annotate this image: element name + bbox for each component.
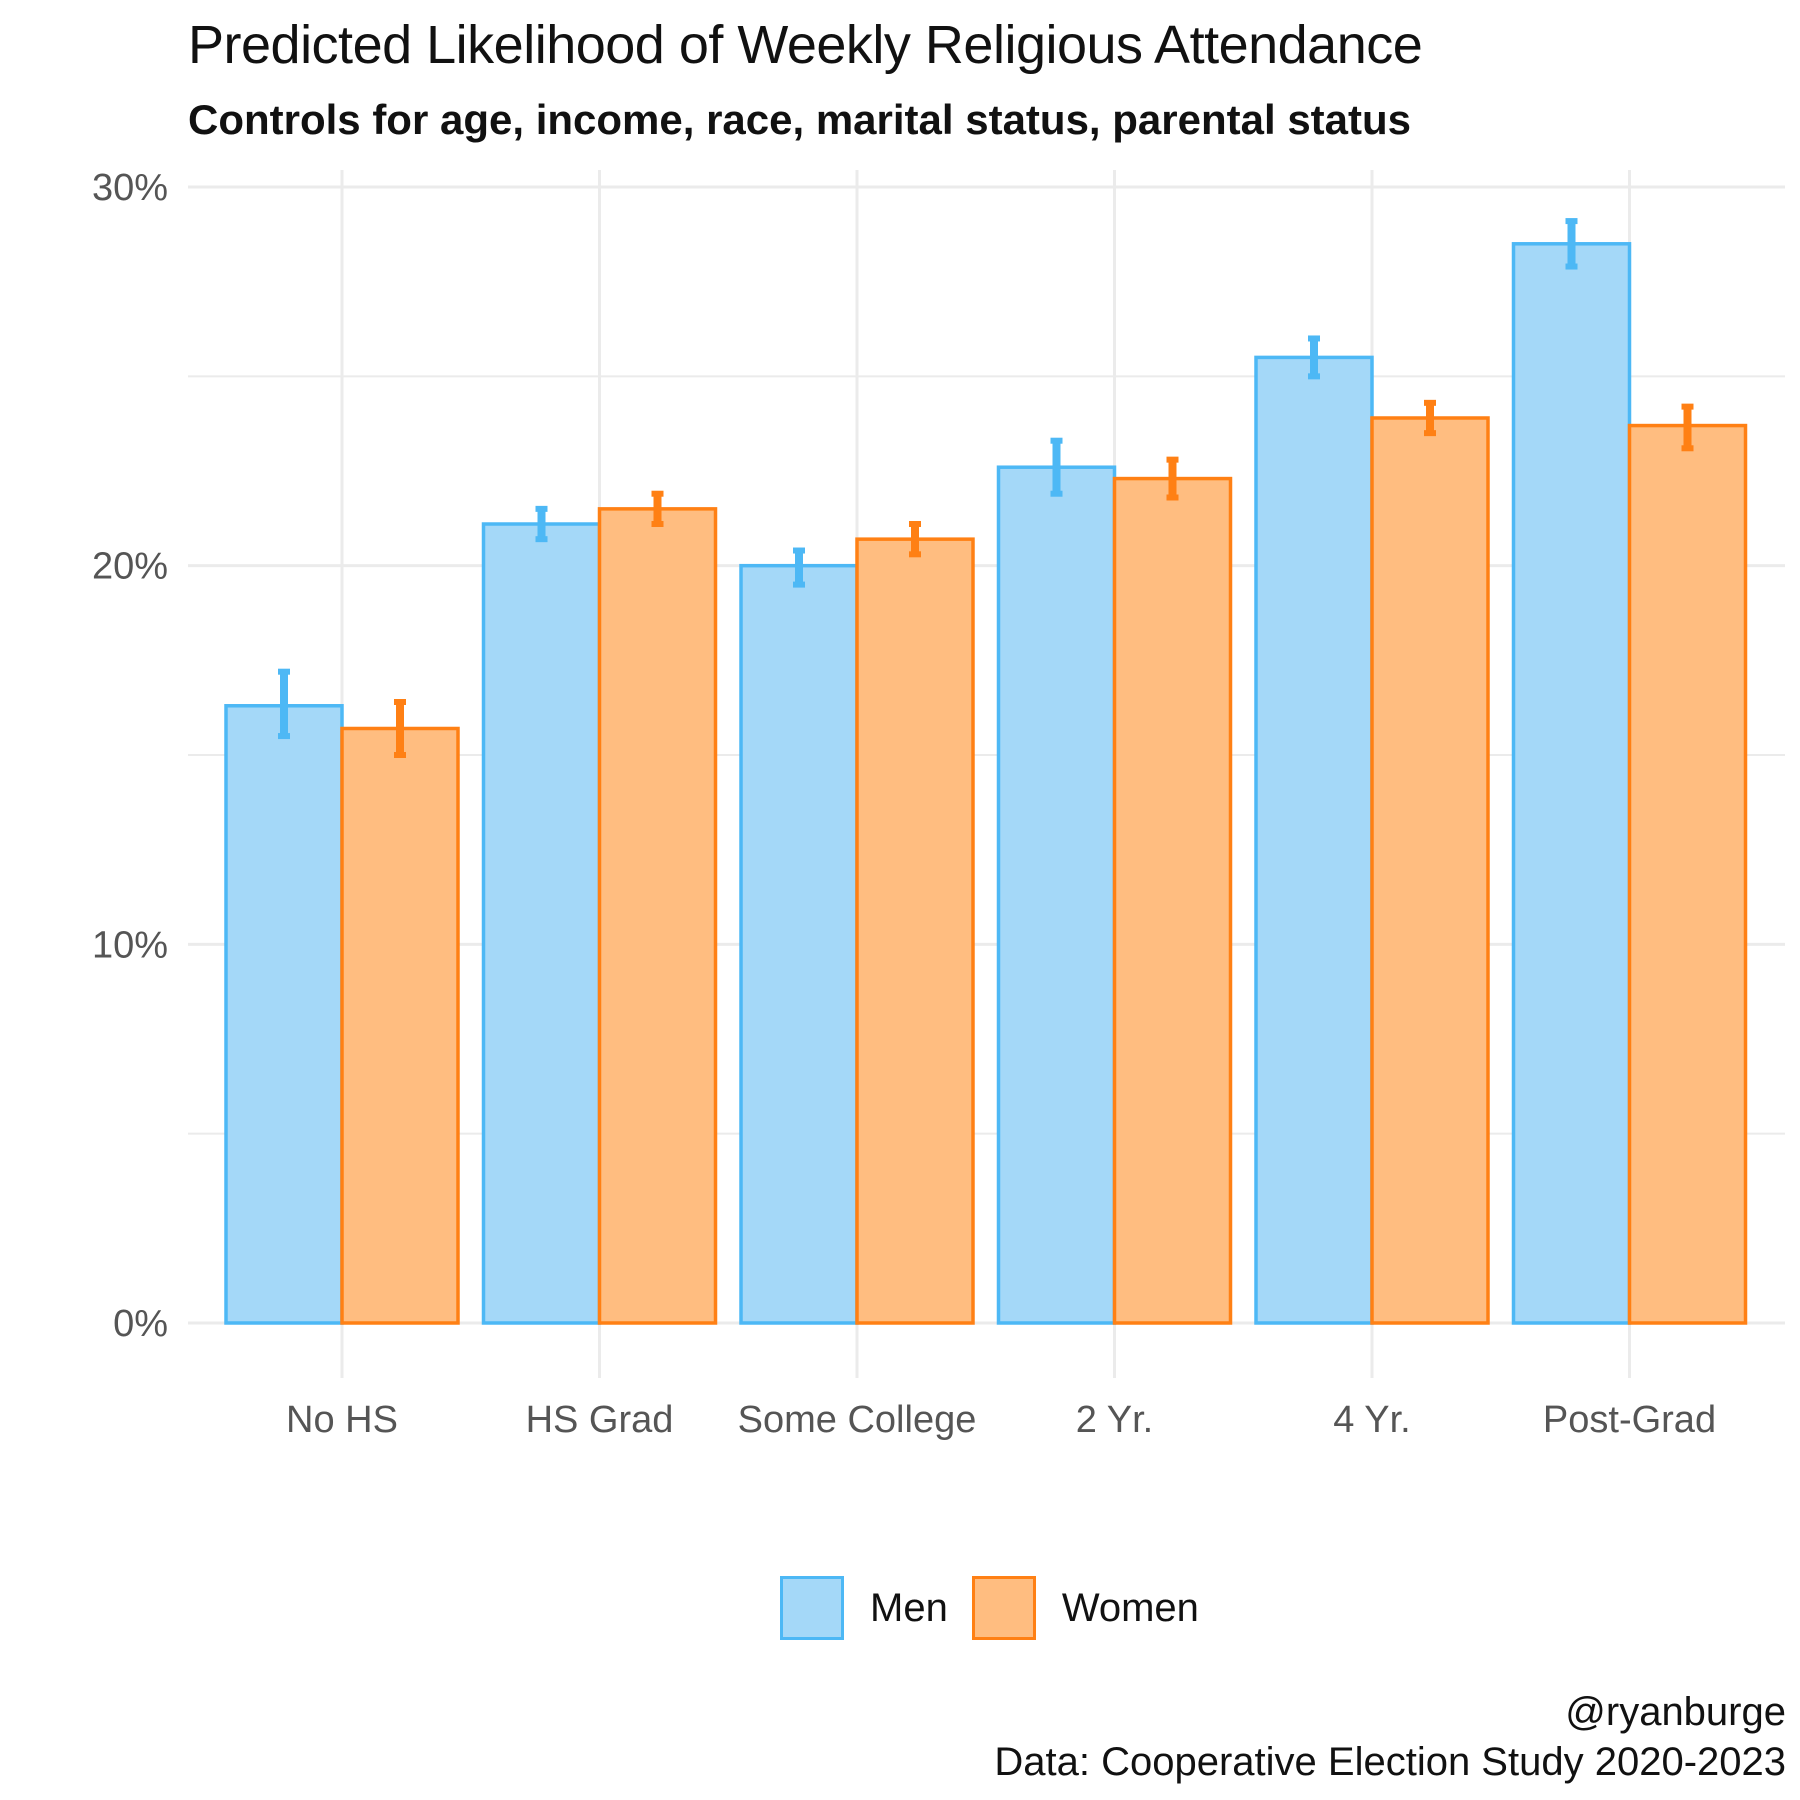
y-tick-label: 20% [92, 546, 168, 588]
y-tick-label: 30% [92, 167, 168, 209]
bar-men-3 [996, 465, 1117, 1325]
legend-label-men: Men [870, 1585, 948, 1630]
legend: Men Women [780, 1576, 1209, 1640]
chart-subtitle: Controls for age, income, race, marital … [188, 96, 1412, 143]
bars [224, 242, 1748, 1325]
bar-men-1 [481, 522, 602, 1325]
x-tick-label: 4 Yr. [1333, 1399, 1410, 1441]
bar-women-0 [340, 726, 460, 1325]
y-tick-label: 10% [92, 924, 168, 966]
x-tick-label: Post-Grad [1543, 1399, 1716, 1441]
bar-women-2 [855, 537, 975, 1325]
bar-women-5 [1627, 423, 1748, 1325]
x-tick-label: Some College [738, 1399, 977, 1441]
y-axis-ticks: 0% 10% 20% 30% [92, 167, 168, 1345]
y-tick-label: 0% [113, 1303, 168, 1345]
error-bars [278, 218, 1694, 758]
caption-handle: @ryanburge [1565, 1690, 1786, 1734]
x-tick-label: No HS [286, 1399, 398, 1441]
bar-men-5 [1511, 242, 1632, 1325]
x-tick-label: HS Grad [526, 1399, 674, 1441]
bar-women-3 [1112, 476, 1233, 1325]
legend-label-women: Women [1061, 1585, 1199, 1630]
caption-source: Data: Cooperative Election Study 2020-20… [994, 1740, 1786, 1784]
chart-title: Predicted Likelihood of Weekly Religious… [188, 15, 1423, 75]
legend-item-men: Men [780, 1576, 948, 1640]
bar-women-4 [1370, 416, 1490, 1325]
legend-swatch-women [971, 1576, 1036, 1640]
bar-women-1 [597, 507, 718, 1325]
bar-men-4 [1254, 355, 1374, 1325]
legend-item-women: Women [971, 1576, 1199, 1640]
bar-men-2 [739, 563, 859, 1325]
x-axis-ticks: No HS HS Grad Some College 2 Yr. 4 Yr. Post-G… [286, 1399, 1716, 1441]
bar-men-0 [224, 704, 344, 1325]
legend-swatch-men [780, 1576, 844, 1640]
x-tick-label: 2 Yr. [1076, 1399, 1153, 1441]
